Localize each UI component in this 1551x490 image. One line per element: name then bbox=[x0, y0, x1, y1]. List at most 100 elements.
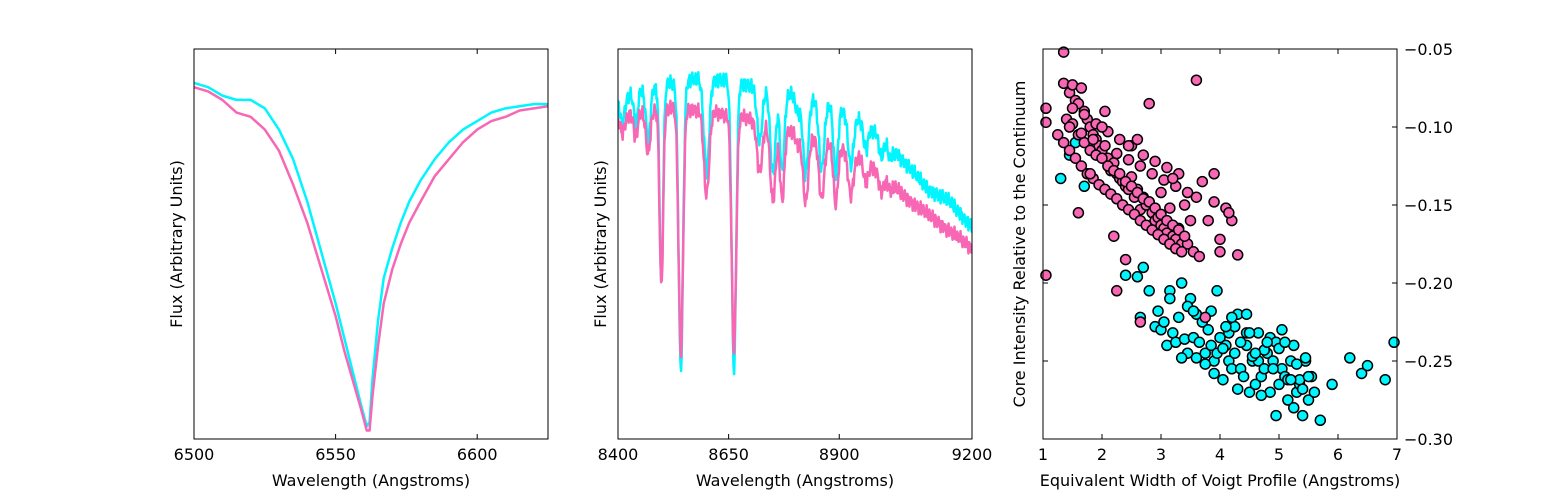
scatter-point bbox=[1122, 139, 1135, 152]
scatter-point bbox=[1288, 402, 1300, 414]
scatter-point bbox=[1355, 367, 1368, 380]
scatter-point bbox=[1175, 246, 1188, 258]
scatter-point bbox=[1040, 269, 1052, 281]
series-line-1 bbox=[194, 85, 548, 432]
scatter-point bbox=[1273, 378, 1285, 391]
scatter-point bbox=[1066, 102, 1079, 115]
scatter-point bbox=[1220, 320, 1232, 333]
scatter-point bbox=[1285, 373, 1297, 386]
scatter-point bbox=[1184, 214, 1197, 227]
series-group bbox=[194, 81, 548, 432]
scatter-point bbox=[1040, 116, 1052, 129]
scatter-point bbox=[1202, 214, 1214, 227]
x-tick-label: 6500 bbox=[174, 445, 215, 464]
series-line-0 bbox=[618, 70, 972, 376]
scatter-point bbox=[1326, 378, 1338, 391]
scatter-point bbox=[1178, 230, 1191, 242]
scatter-point bbox=[1379, 373, 1391, 386]
y-tick-label: −0.30 bbox=[1404, 430, 1453, 449]
scatter-point bbox=[1096, 152, 1108, 164]
x-tick-label: 3 bbox=[1156, 445, 1166, 464]
x-tick-label: 2 bbox=[1097, 445, 1107, 464]
scatter-point bbox=[1069, 152, 1082, 164]
scatter-point bbox=[1231, 249, 1244, 261]
scatter-point bbox=[1143, 285, 1155, 297]
x-tick-label: 6600 bbox=[457, 445, 498, 464]
scatter-point bbox=[1231, 383, 1244, 395]
scatter-point bbox=[1361, 359, 1374, 372]
scatter-point bbox=[1175, 277, 1188, 289]
scatter-point bbox=[1290, 358, 1303, 370]
scatter-point bbox=[1096, 121, 1108, 133]
plot-frame bbox=[617, 48, 973, 440]
scatter-point bbox=[1108, 230, 1120, 242]
scatter-point bbox=[1302, 370, 1315, 383]
x-tick-label: 9200 bbox=[952, 445, 993, 464]
scatter-point bbox=[1054, 172, 1067, 185]
x-tick-label: 8900 bbox=[819, 445, 860, 464]
scatter-point bbox=[1131, 271, 1144, 283]
scatter-point bbox=[1237, 370, 1250, 383]
x-axis-label: Wavelength (Angstroms) bbox=[696, 471, 894, 490]
x-tick-label: 8400 bbox=[598, 445, 639, 464]
x-tick-label: 7 bbox=[1392, 445, 1402, 464]
scatter-point bbox=[1190, 74, 1203, 86]
scatter-point bbox=[1134, 160, 1147, 172]
scatter-point bbox=[1137, 149, 1150, 161]
scatter-point bbox=[1205, 339, 1217, 352]
scatter-point bbox=[1143, 97, 1155, 110]
scatter-point bbox=[1208, 168, 1220, 180]
scatter-point bbox=[1302, 394, 1315, 406]
scatter-point bbox=[1119, 269, 1132, 281]
scatter-point bbox=[1282, 394, 1294, 406]
x-tick-label: 8650 bbox=[708, 445, 749, 464]
scatter-point bbox=[1057, 136, 1070, 149]
scatter-point bbox=[1299, 352, 1312, 364]
y-tick-label: −0.05 bbox=[1404, 40, 1453, 59]
scatter-point bbox=[1084, 168, 1096, 180]
scatter-point bbox=[1199, 347, 1211, 359]
scatter-point bbox=[1172, 311, 1185, 324]
series-line-0 bbox=[194, 81, 548, 428]
scatter-point bbox=[1113, 133, 1126, 146]
scatter-point bbox=[1131, 133, 1144, 146]
scatter-point bbox=[1344, 352, 1356, 364]
scatter-point bbox=[1255, 389, 1268, 402]
x-tick-label: 1 bbox=[1038, 445, 1048, 464]
scatter-point bbox=[1276, 324, 1288, 336]
scatter-point bbox=[1057, 46, 1070, 58]
scatter-point bbox=[1175, 352, 1188, 364]
scatter-point bbox=[1190, 352, 1203, 364]
h-alpha-line-profile-panel: 6500 6550 6600 Wavelength (Angstroms) Flux (… bbox=[167, 48, 549, 490]
scatter-point bbox=[1167, 172, 1179, 185]
y-tick-label: −0.20 bbox=[1404, 274, 1453, 293]
scatter-point bbox=[1296, 383, 1309, 395]
scatter-point bbox=[1063, 144, 1076, 157]
x-tick-label: 6550 bbox=[315, 445, 356, 464]
scatter-series-0 bbox=[1054, 136, 1400, 427]
scatter-point bbox=[1113, 168, 1126, 180]
scatter-point bbox=[1164, 202, 1176, 214]
scatter-point bbox=[1214, 233, 1226, 246]
scatter-point bbox=[1052, 129, 1064, 141]
scatter-point bbox=[1199, 311, 1211, 324]
scatter-point bbox=[1122, 154, 1135, 166]
y-tick-label: −0.10 bbox=[1404, 118, 1453, 137]
scatter-point bbox=[1270, 409, 1282, 422]
y-tick-label: −0.15 bbox=[1404, 196, 1453, 215]
scatter-point bbox=[1249, 378, 1262, 391]
y-axis-label: Flux (Arbitrary Units) bbox=[591, 160, 610, 328]
scatter-point bbox=[1234, 336, 1247, 349]
scatter-point bbox=[1119, 253, 1132, 266]
scatter-point bbox=[1164, 292, 1176, 305]
scatter-point bbox=[1223, 207, 1235, 219]
scatter-point bbox=[1072, 207, 1085, 219]
scatter-point bbox=[1146, 168, 1158, 180]
scatter-point bbox=[1249, 347, 1262, 359]
series-line-1 bbox=[618, 99, 972, 359]
scatter-point bbox=[1040, 102, 1052, 115]
scatter-point bbox=[1137, 261, 1150, 274]
calcium-triplet-spectrum-panel: 8400 8650 8900 9200 Wavelength (Angstroms) Fl… bbox=[591, 48, 993, 490]
scatter-point bbox=[1243, 386, 1256, 398]
